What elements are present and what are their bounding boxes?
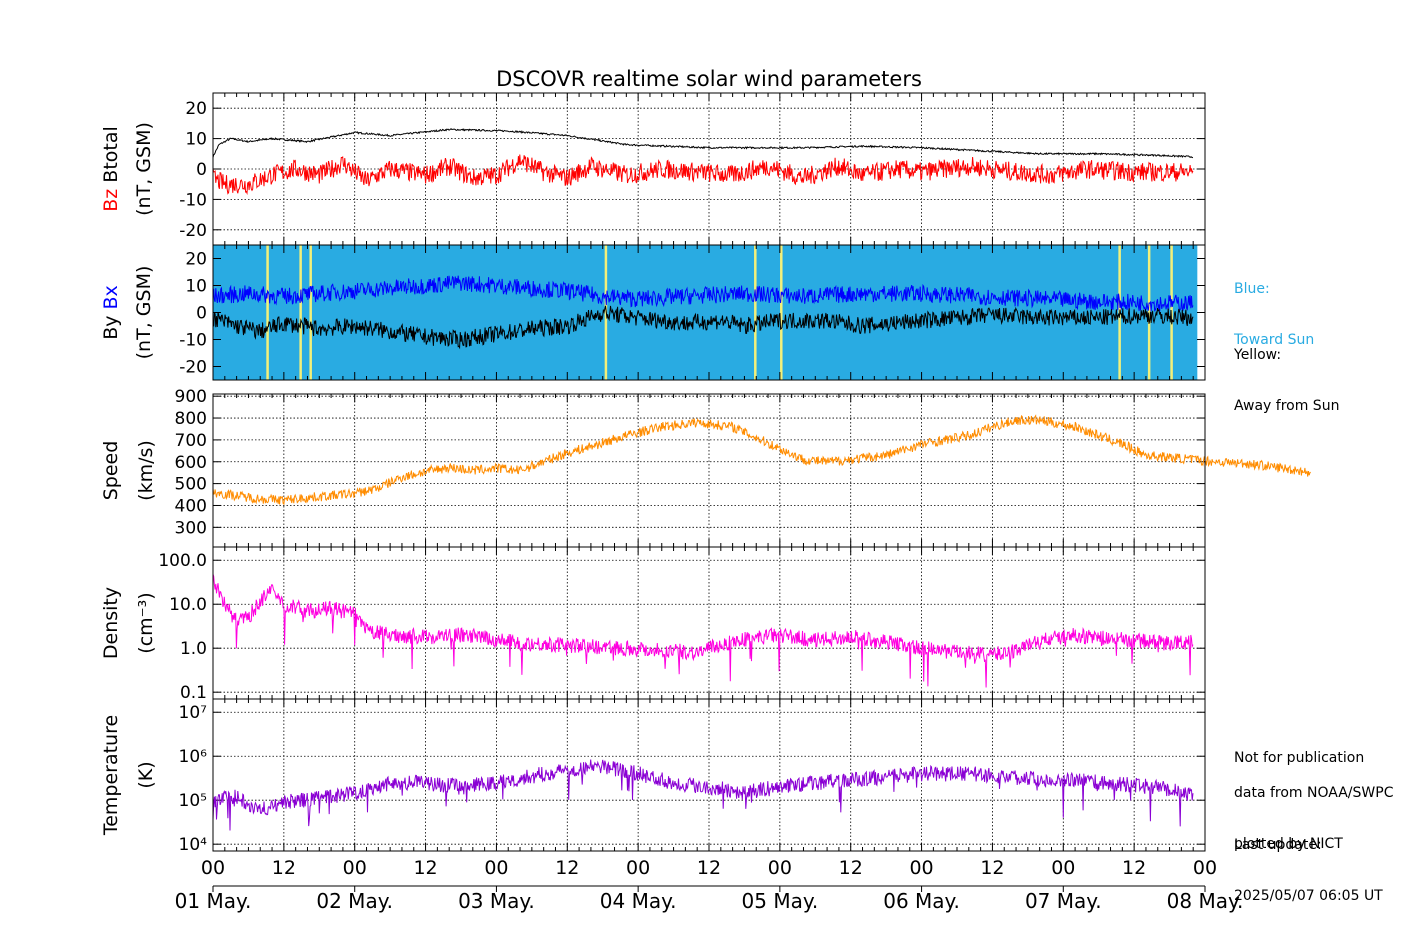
bx-trace [212,275,1194,312]
toward-sun-note-text: Toward Sun [1234,332,1315,348]
away-from-sun-band [299,245,302,380]
y-tick-label: 300 [175,518,207,538]
y-axis-label: Temperature [100,715,122,836]
y-axis-label: By Bx [100,285,122,340]
panel-temperature: 10⁷ 10⁶ 10⁵ 10⁴ Temperature (K) [100,698,1206,855]
x-hour-tick-label: 00 [768,857,792,879]
x-hour-tick-label: 00 [201,857,225,879]
away-from-sun-band [1147,245,1151,380]
x-date-label: 03 May. [458,889,535,913]
y-axis-label-part: Bx [100,285,122,309]
y-tick-label: 20 [185,99,207,119]
y-axis-label-part: By [100,316,122,340]
y-axis-label-part: Bz [100,189,122,212]
panel-density: 100.0 10.0 1.0 0.1 Density (cm⁻³) [100,546,1206,703]
away-from-sun-band [780,245,783,380]
y-tick-label: 600 [175,453,207,473]
x-date-label: 02 May. [316,889,393,913]
bz-trace [212,154,1194,196]
y-tick-label: 10⁵ [179,791,207,811]
y-tick-label: 400 [175,496,207,516]
by-trace [212,305,1194,350]
x-date-label: 04 May. [600,889,677,913]
btotal-trace [212,128,1194,159]
last-update-value: 2025/05/07 06:05 UT [1234,888,1383,904]
y-tick-label: 10⁷ [179,703,208,723]
y-tick-label: 700 [175,431,207,451]
y-tick-label: 900 [175,387,207,407]
away-from-sun-band [754,245,757,380]
y-tick-label: 10 [185,277,207,297]
x-hour-tick-label: 12 [839,857,863,879]
away-from-sun-note-title: Yellow: [1234,347,1282,363]
not-for-publication-text: Not for publication [1234,750,1365,766]
x-hour-tick-label: 12 [555,857,579,879]
away-from-sun-band [309,245,312,380]
density-trace [212,574,1194,688]
y-tick-label: 10⁴ [179,835,208,855]
panel-magnetic-field-total: 20 10 0 -10 -20 Bz Btotal (nT, GSM) [100,92,1206,246]
x-hour-tick-label: 12 [1122,857,1146,879]
y-axis-units: (km/s) [135,440,157,501]
y-tick-label: 500 [175,475,207,495]
y-tick-label: -20 [179,221,207,241]
plotted-by-text: plotted by NICT [1234,836,1343,852]
last-update-label: Last update: [1234,837,1322,853]
y-tick-label: 1.0 [180,639,207,659]
y-axis-units: (nT, GSM) [133,266,155,360]
y-axis-label-part: Btotal [100,126,122,182]
y-tick-label: 0.1 [180,683,207,703]
away-from-sun-note-text: Away from Sun [1234,398,1340,414]
y-tick-label: 100.0 [158,551,207,571]
x-date-label: 06 May. [883,889,960,913]
speed-trace [212,414,1311,506]
x-date-label: 08 May. [1167,889,1244,913]
chart-title: DSCOVR realtime solar wind parameters [496,67,922,91]
x-date-label: 01 May. [175,889,252,913]
away-from-sun-note: Yellow: Away from Sun [1234,313,1339,432]
y-tick-label: -10 [179,331,207,351]
publication-note: Not for publication [1234,716,1364,784]
x-date-label: 07 May. [1025,889,1102,913]
toward-sun-note-title: Blue: [1234,281,1270,297]
y-axis-label: Speed [100,441,122,501]
x-hour-tick-label: 12 [272,857,296,879]
y-axis-label: Density [100,587,122,659]
temperature-trace [212,759,1194,831]
y-axis-units: (cm⁻³) [135,592,157,653]
x-hour-tick-label: 00 [1051,857,1075,879]
y-tick-label: 10.0 [169,595,207,615]
last-update-note: Last update: 2025/05/07 06:05 UT [1234,803,1383,922]
y-tick-label: -10 [179,190,207,210]
toward-sun-note: Blue: Toward Sun [1234,247,1314,366]
panel-frame [212,698,1206,852]
panel-magnetic-field-xy: 20 10 0 -10 -20 By Bx (nT, GSM) [100,244,1206,381]
source-note: data from NOAA/SWPC plotted by NICT [1234,751,1393,870]
x-hour-tick-label: 00 [343,857,367,879]
y-tick-label: 10⁶ [179,747,208,767]
toward-sun-background [213,245,1198,380]
y-axis-units: (K) [135,761,157,788]
x-hour-tick-label: 12 [980,857,1004,879]
away-from-sun-band [266,245,269,380]
x-hour-tick-label: 12 [697,857,721,879]
y-tick-label: 0 [196,304,207,324]
y-axis-units: (nT, GSM) [133,122,155,216]
y-tick-label: -20 [179,358,207,378]
x-date-label: 05 May. [742,889,819,913]
y-tick-label: 20 [185,250,207,270]
x-hour-tick-label: 00 [909,857,933,879]
y-tick-label: 0 [196,160,207,180]
data-source-text: data from NOAA/SWPC [1234,785,1394,801]
y-axis-label: Bz Btotal [100,126,122,212]
y-tick-label: 10 [185,130,207,150]
x-hour-tick-label: 00 [1193,857,1217,879]
y-tick-label: 800 [175,409,207,429]
x-hour-tick-label: 00 [626,857,650,879]
x-hour-tick-label: 12 [413,857,437,879]
x-hour-tick-label: 00 [484,857,508,879]
